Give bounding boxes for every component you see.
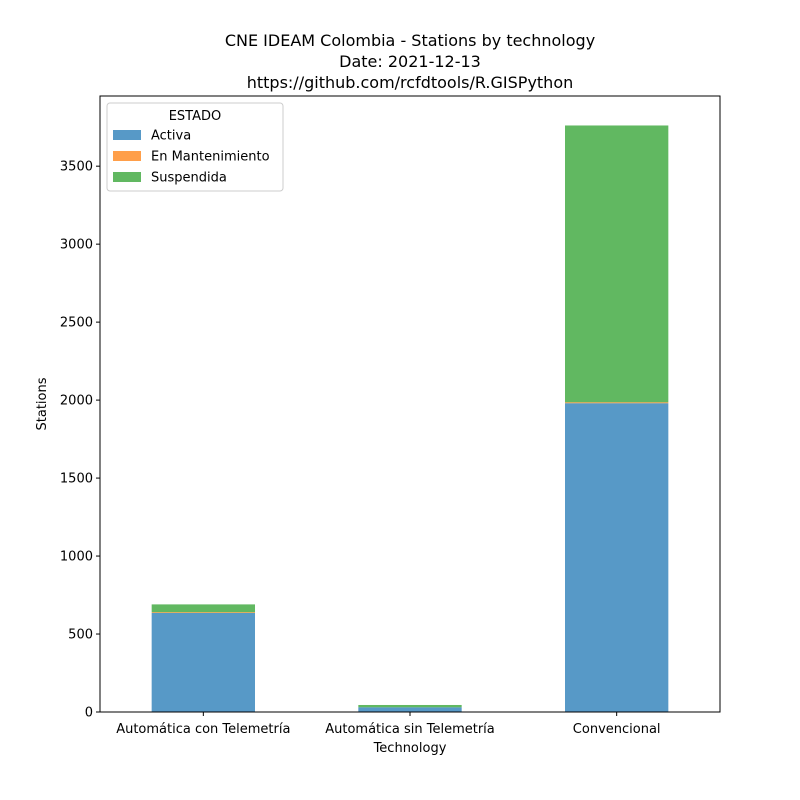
legend-swatch bbox=[113, 151, 141, 161]
chart-title-line-2: Date: 2021-12-13 bbox=[339, 52, 481, 71]
plot-frame bbox=[99, 95, 721, 713]
y-tick-label: 2500 bbox=[60, 316, 93, 331]
bar-segment-en-mantenimiento bbox=[565, 402, 669, 404]
y-tick-label: 1500 bbox=[60, 472, 93, 487]
bar-segment-en-mantenimiento bbox=[151, 612, 255, 613]
y-tick-label: 3000 bbox=[60, 238, 93, 253]
y-tick-label: 2000 bbox=[60, 394, 93, 409]
y-axis-label: Stations bbox=[35, 377, 50, 430]
legend-label: En Mantenimiento bbox=[151, 150, 270, 165]
y-axis: 0 500 1000 1500 2000 2500 3000 3500 bbox=[60, 160, 100, 721]
bar-segment-suspendida bbox=[565, 125, 669, 403]
bar-segment-suspendida bbox=[151, 604, 255, 613]
x-tick-label: Convencional bbox=[573, 722, 661, 737]
legend-label: Activa bbox=[151, 129, 191, 144]
y-tick-label: 0 bbox=[85, 706, 93, 721]
legend-title: ESTADO bbox=[169, 109, 222, 124]
y-tick-label: 1000 bbox=[60, 550, 93, 565]
legend-label: Suspendida bbox=[151, 171, 227, 186]
legend-swatch bbox=[113, 172, 141, 182]
bar-segment-activa bbox=[151, 612, 255, 712]
bar-segment-suspendida bbox=[358, 704, 462, 708]
x-tick-label: Automática con Telemetría bbox=[116, 722, 290, 737]
chart-title: CNE IDEAM Colombia - Stations by technol… bbox=[225, 31, 595, 92]
y-tick-label: 500 bbox=[68, 628, 93, 643]
x-tick-label: Automática sin Telemetría bbox=[325, 722, 495, 737]
legend-box bbox=[106, 102, 284, 192]
legend-swatch bbox=[113, 130, 141, 140]
chart-title-line-3: https://github.com/rcfdtools/R.GISPython bbox=[247, 73, 574, 92]
chart-title-line-1: CNE IDEAM Colombia - Stations by technol… bbox=[225, 31, 595, 50]
x-axis-label: Technology bbox=[373, 741, 447, 756]
y-tick-label: 3500 bbox=[60, 160, 93, 175]
legend: ESTADO Activa En Mantenimiento Suspendida bbox=[106, 102, 284, 192]
bar-segment-activa bbox=[565, 403, 669, 712]
bars-group bbox=[151, 125, 669, 712]
bar-segment-activa bbox=[358, 707, 462, 712]
x-axis: Automática con Telemetría Automática sin … bbox=[116, 712, 661, 737]
